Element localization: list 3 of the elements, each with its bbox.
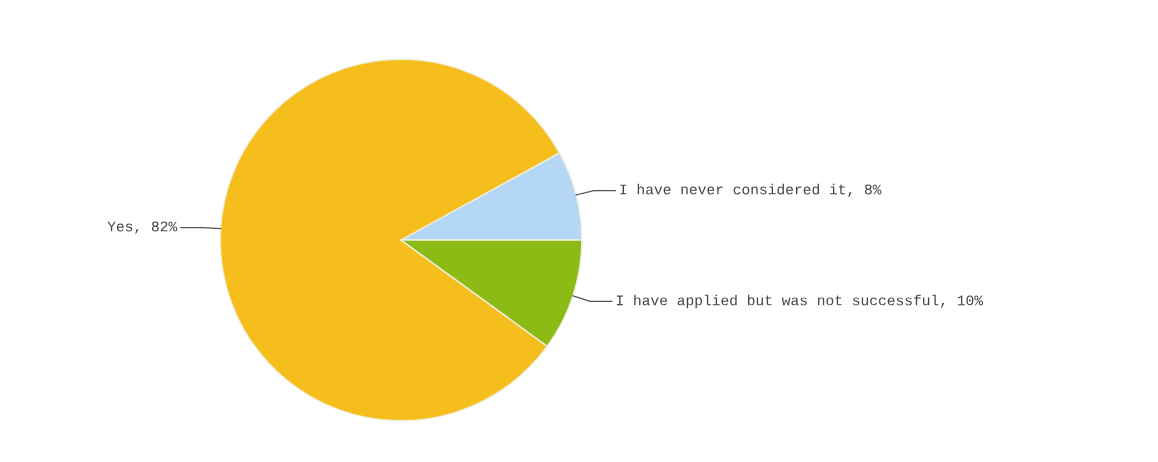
slice-label: I have applied but was not successful, 10% — [616, 294, 984, 309]
slice-label: Yes, 82% — [107, 221, 178, 234]
slice-label: I have never considered it, 8% — [620, 183, 882, 197]
